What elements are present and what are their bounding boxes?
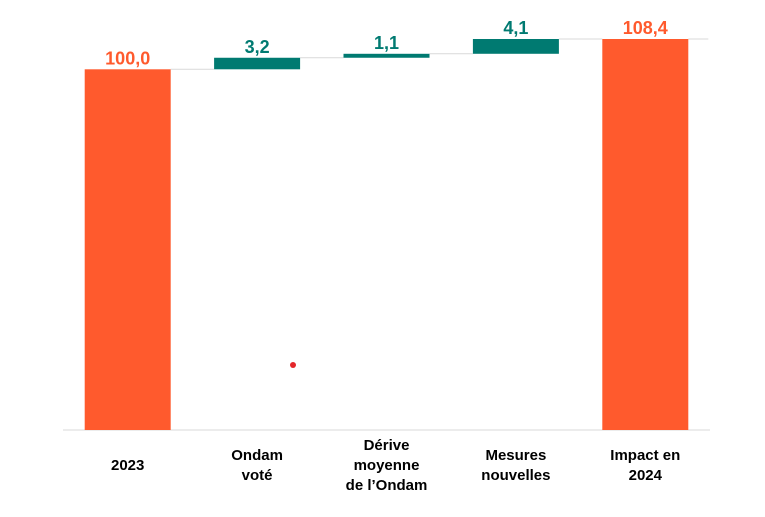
value-label-3: 4,1	[503, 18, 528, 38]
category-label-2: Dérive moyenne de l’Ondam	[345, 437, 428, 494]
bar-2	[343, 53, 430, 58]
category-label-3: Mesures nouvelles	[481, 447, 551, 484]
category-label-4: Impact en 2024	[610, 447, 681, 484]
category-label-0: 2023	[111, 457, 145, 474]
value-label-2: 1,1	[374, 33, 399, 53]
stray-dot	[290, 362, 296, 368]
bar-3	[472, 39, 559, 54]
category-label-1: Ondam voté	[231, 447, 283, 484]
value-label-0: 100,0	[105, 48, 150, 68]
value-label-1: 3,2	[245, 37, 270, 57]
bar-4	[602, 39, 689, 430]
value-label-4: 108,4	[623, 18, 668, 38]
bar-1	[214, 57, 301, 70]
bar-0	[84, 69, 171, 430]
